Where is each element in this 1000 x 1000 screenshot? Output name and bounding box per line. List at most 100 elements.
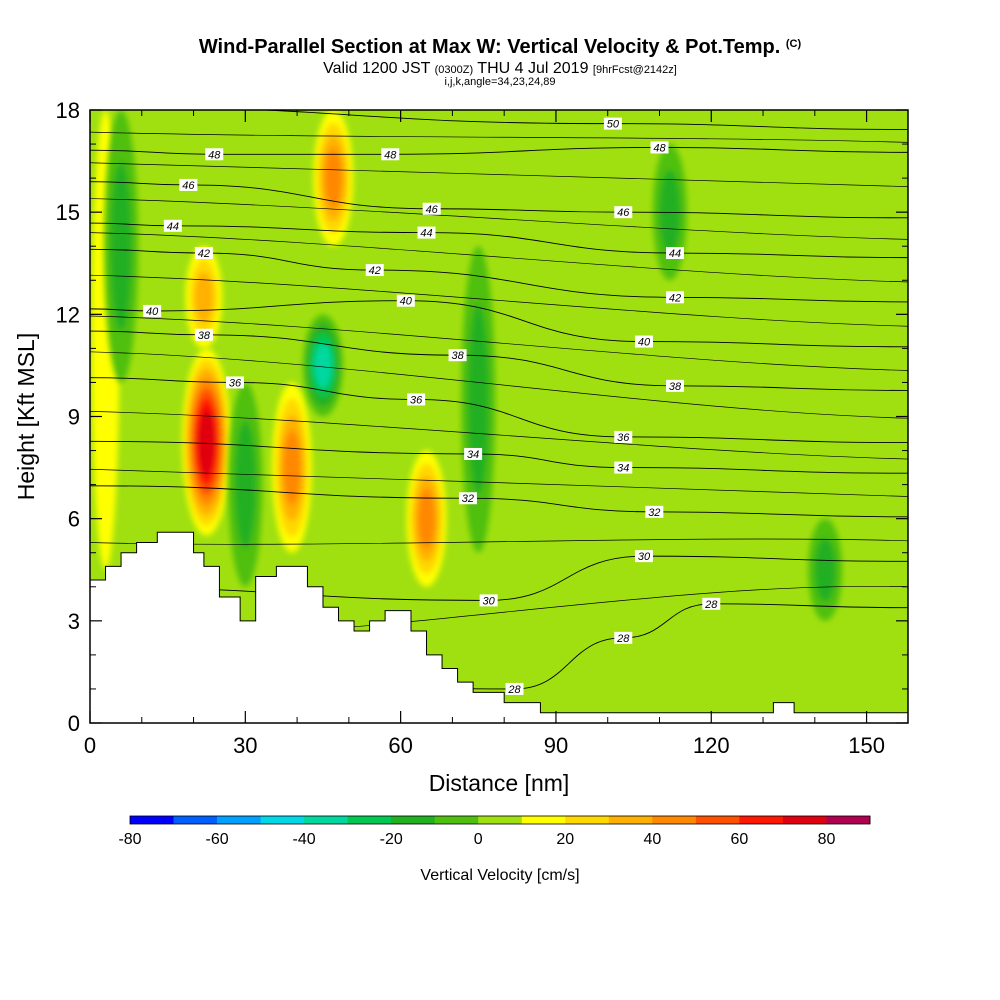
colorbar-tick-label: 20 — [556, 831, 574, 848]
label-bg — [666, 291, 685, 304]
forecast-info: [9hrFcst@2142z] — [592, 64, 677, 76]
isentrope-label: 40 — [634, 335, 653, 349]
colorbar-swatch — [478, 816, 523, 824]
isentrope-line — [90, 440, 908, 474]
label-text: 28 — [704, 599, 718, 611]
colorbar-swatch — [173, 816, 218, 824]
label-text: 42 — [369, 265, 381, 277]
label-text: 48 — [208, 149, 221, 161]
label-text: 32 — [462, 493, 474, 505]
plume-level — [324, 148, 343, 208]
plume-level — [467, 303, 489, 496]
label-text: 34 — [617, 463, 629, 475]
label-text: 40 — [638, 337, 651, 349]
colorbar-swatch — [391, 816, 436, 824]
label-text: 32 — [648, 507, 660, 519]
label-text: 40 — [146, 306, 159, 318]
label-bg — [666, 379, 685, 392]
isentrope-label: 42 — [194, 247, 213, 260]
label-bg — [614, 430, 633, 443]
label-bg — [634, 335, 653, 348]
isentrope-line — [90, 232, 908, 283]
isentrope-label: 44 — [163, 219, 182, 233]
label-text: 30 — [483, 595, 496, 607]
label-bg — [479, 594, 498, 607]
colorbar: -80 -60 -40 -20 0 20 40 60 80 Vertical Velocity [… — [118, 815, 871, 884]
plume-level — [110, 161, 132, 332]
label-bg — [194, 328, 213, 341]
x-tick-label: 150 — [848, 733, 885, 758]
isentrope-label: 30 — [634, 550, 653, 563]
isentrope-label: 44 — [417, 226, 436, 240]
copyright-mark: (C) — [785, 38, 802, 50]
isentrope-label: 48 — [205, 148, 224, 161]
plume-level — [814, 537, 836, 602]
label-text: 40 — [400, 296, 413, 308]
label-bg — [205, 148, 224, 161]
isentrope-label: 36 — [225, 376, 244, 389]
label-bg — [365, 264, 384, 277]
velocity-plume — [104, 110, 139, 383]
velocity-plume — [808, 518, 843, 621]
isentrope-line — [90, 351, 908, 419]
colorbar-swatch — [739, 816, 784, 824]
isentrope-label: 50 — [603, 117, 622, 131]
isentrope-label: 48 — [381, 148, 400, 161]
colorbar-tick-label: -20 — [380, 831, 403, 848]
colorbar-swatch — [565, 816, 610, 824]
label-text: 38 — [451, 350, 464, 362]
label-bg — [614, 631, 633, 644]
isentrope-line — [90, 147, 908, 155]
isentrope-line — [90, 248, 908, 303]
label-bg — [650, 141, 669, 154]
isentrope-label: 32 — [458, 492, 477, 505]
valid-time: Valid 1200 JST — [323, 60, 431, 77]
label-text: 44 — [167, 221, 179, 233]
isentrope-label: 46 — [422, 202, 441, 216]
y-tick-label: 15 — [56, 200, 80, 225]
velocity-plume — [313, 110, 354, 247]
colorbar-swatch — [304, 816, 349, 824]
colorbar-tick-label: -60 — [205, 831, 228, 848]
isentrope-label: 42 — [365, 264, 384, 277]
plume-level — [314, 343, 332, 388]
label-bg — [448, 349, 467, 362]
isentrope-label: 36 — [614, 430, 633, 444]
label-text: 30 — [638, 551, 651, 563]
label-text: 42 — [669, 292, 681, 304]
y-axis-title: Height [Kft MSL] — [13, 333, 39, 500]
colorbar-swatch — [260, 816, 305, 824]
label-bg — [225, 376, 244, 389]
label-bg — [645, 505, 664, 518]
isentrope-line — [90, 131, 908, 143]
plume-level — [197, 408, 216, 476]
label-text: 36 — [410, 394, 423, 406]
label-text: 44 — [420, 228, 432, 240]
velocity-plume — [181, 348, 231, 536]
isentrope-label: 46 — [614, 206, 633, 219]
label-bg — [179, 178, 198, 191]
isentrope-line — [90, 315, 908, 371]
velocity-plume — [271, 382, 312, 553]
label-bg — [407, 393, 426, 406]
isentrope-label: 30 — [479, 594, 498, 607]
label-bg — [634, 550, 653, 563]
isentrope-line — [90, 162, 908, 187]
colorbar-frame — [129, 815, 871, 825]
isentrope-label: 40 — [143, 304, 162, 318]
colorbar-swatch — [521, 816, 566, 824]
isentrope-line — [255, 110, 908, 130]
velocity-plume — [228, 382, 263, 587]
label-bg — [702, 597, 721, 610]
y-tick-label: 3 — [68, 609, 80, 634]
x-axis-title: Distance [nm] — [429, 770, 570, 796]
plume-level — [234, 420, 256, 549]
x-tick-label: 60 — [388, 733, 412, 758]
isentrope-label: 40 — [396, 294, 415, 308]
valid-date: THU 4 Jul 2019 — [477, 60, 589, 77]
label-text: 38 — [669, 381, 682, 393]
label-text: 46 — [426, 204, 439, 216]
velocity-plume — [302, 314, 343, 417]
label-text: 36 — [229, 377, 242, 389]
